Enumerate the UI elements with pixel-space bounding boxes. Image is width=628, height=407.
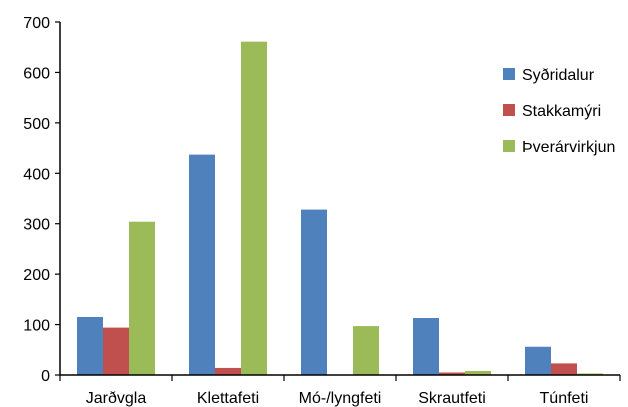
legend-swatch [503,140,515,152]
bar--ver-rvirkjun-1 [241,41,267,375]
legend-label: Syðridalur [522,67,595,84]
y-axis: 0 100 200 300 400 500 600 700 [23,15,61,385]
y-tick-label: 700 [23,15,50,32]
legend-swatch [503,104,515,116]
bars [77,41,603,375]
y-tick-label: 500 [23,116,50,133]
legend-label: Stakkamýri [522,103,601,120]
bar-stakkam-ri-3 [439,372,465,375]
bar-sy-ridalur-1 [189,154,215,375]
bar-sy-ridalur-3 [413,318,439,375]
x-tick-label: Skrautfeti [418,390,486,407]
bar--ver-rvirkjun-3 [465,370,491,375]
x-tick-label: Mó-/lyngfeti [299,390,382,407]
bar-stakkam-ri-0 [103,327,129,375]
x-tick-label: Klettafeti [197,390,259,407]
y-tick-label: 200 [23,267,50,284]
y-tick-label: 100 [23,318,50,335]
legend: Syðridalur Stakkamýri Þverárvirkjun [503,67,615,156]
bar-sy-ridalur-0 [77,317,103,375]
y-tick-label: 0 [41,368,50,385]
y-tick-label: 400 [23,166,50,183]
legend-label: Þverárvirkjun [522,139,615,156]
bar-sy-ridalur-2 [301,209,327,375]
x-tick-label: Jarðvgla [86,390,147,407]
legend-swatch [503,68,515,80]
bar-stakkam-ri-1 [215,367,241,375]
bar--ver-rvirkjun-4 [577,373,603,375]
x-tick-label: Túnfeti [540,390,589,407]
bar--ver-rvirkjun-0 [129,221,155,375]
y-tick-label: 600 [23,65,50,82]
bar-sy-ridalur-4 [525,346,551,375]
bar--ver-rvirkjun-2 [353,326,379,375]
y-tick-label: 300 [23,217,50,234]
bar-stakkam-ri-4 [551,363,577,375]
x-axis: Jarðvgla Klettafeti Mó-/lyngfeti Skrautfeti… [59,374,621,407]
